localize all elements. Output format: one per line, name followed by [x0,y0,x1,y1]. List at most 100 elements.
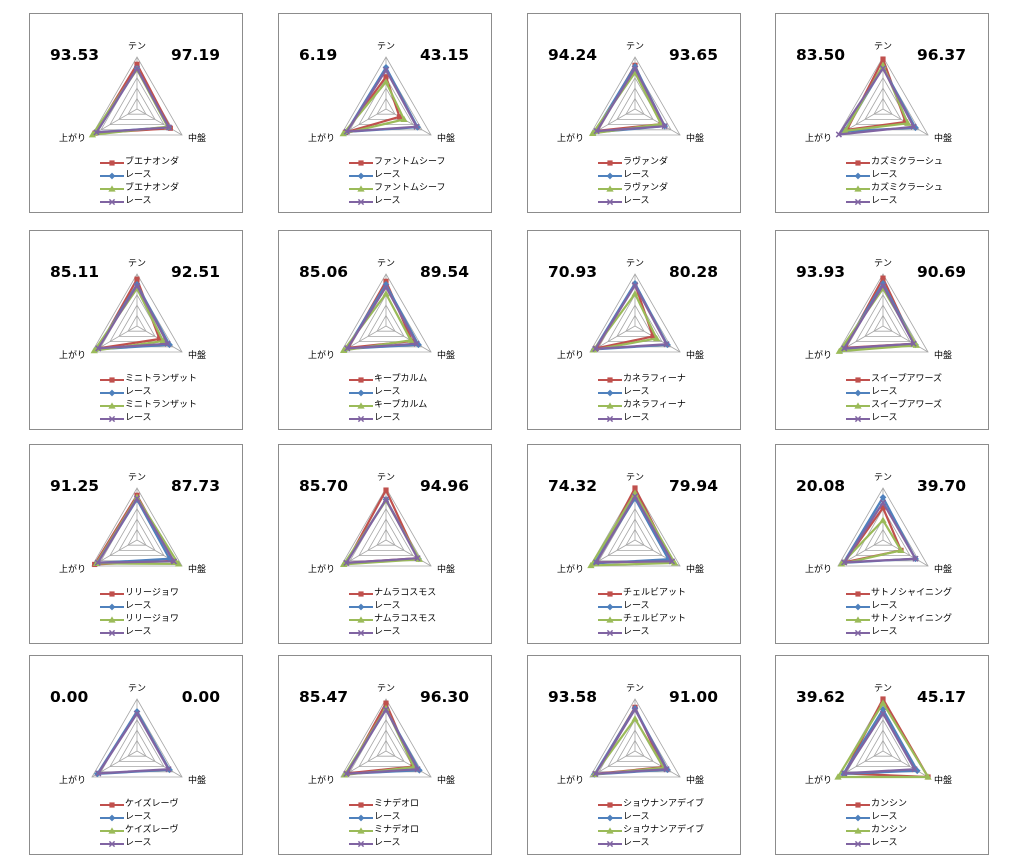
legend-label: レース [125,812,152,822]
radar-series [93,65,173,136]
legend-swatch [349,603,373,610]
legend-label: レース [871,413,898,423]
radar-data-point [911,766,918,773]
chart-legend: サトノシャイニング レース サトノシャイニング レース [845,587,952,639]
radar-gridline [616,304,654,337]
radar-data-point [382,64,390,71]
radar-axis-label: テン [128,41,146,52]
radar-axis-label: 中盤 [188,563,206,575]
legend-item: レース [597,169,668,182]
radar-gridline [367,729,405,762]
radar-axis-label: テン [626,41,644,52]
radar-data-point [879,279,887,287]
legend-swatch [598,603,622,610]
right-score: 43.15 [419,46,469,64]
radar-axis-label: テン [377,472,395,483]
radar-axis-label: テン [626,258,644,269]
legend-label: レース [374,627,401,637]
legend-item: ブエナオンダ [99,156,179,169]
radar-axis-label: テン [377,683,395,694]
radar-series [593,65,668,135]
legend-swatch [598,376,622,383]
legend-swatch [100,590,124,597]
radar-data-point [593,127,600,135]
legend-label: ケイズレーヴ [125,825,179,835]
legend-swatch [349,415,373,422]
radar-axis-label: 中盤 [188,132,206,144]
radar-data-point [880,275,886,281]
radar-axis-label: 上がり [59,349,86,361]
radar-chart-panel: テン 中盤 上がり 39.62 45.17 カンシン レース カンシン レース [775,655,989,855]
legend-item: レース [845,412,942,425]
legend-item: ミニトランザット [99,399,197,412]
radar-series-line [595,495,674,564]
legend-swatch [349,389,373,396]
radar-data-point [589,346,598,353]
legend-label: レース [871,812,898,822]
radar-data-point [382,496,390,503]
legend-item: レース [845,600,952,613]
radar-series-line [840,519,903,566]
left-score: 70.93 [548,263,598,281]
radar-series-line [345,498,419,564]
radar-data-point [159,337,167,344]
radar-data-point [133,710,141,717]
radar-axis-label: 上がり [805,563,832,575]
chart-legend: ミナデオロ レース ミナデオロ レース [348,798,419,850]
radar-series-line [344,498,420,565]
left-score: 39.62 [796,688,846,706]
radar-data-point [383,74,389,80]
radar-axis-label: 上がり [557,563,584,575]
radar-axis-line [634,108,681,136]
right-score: 89.54 [419,263,469,281]
radar-data-point [631,65,639,72]
legend-swatch [846,376,870,383]
legend-item: サトノシャイニング [845,587,952,600]
radar-gridline [625,739,645,757]
radar-data-point [835,347,843,354]
radar-gridline [873,314,893,332]
legend-item: ミナデオロ [348,824,419,837]
legend-label: レース [623,812,650,822]
left-score: 85.06 [299,263,349,281]
legend-label: ミニトランザット [125,374,198,384]
radar-data-point [413,340,420,347]
legend-swatch [349,401,373,409]
radar-series-line [342,80,406,135]
legend-swatch [598,415,622,422]
legend-item: ショウナンアデイブ [597,824,704,837]
right-score: 92.51 [170,263,220,281]
left-score: 93.58 [548,688,598,706]
radar-axis-label: テン [377,258,395,269]
radar-gridline [589,56,681,136]
radar-data-point [879,282,887,289]
radar-series [343,66,420,135]
radar-data-point [897,546,905,553]
radar-data-point [879,710,887,717]
radar-axis-line [385,108,432,136]
radar-gridline [376,97,396,115]
legend-swatch [349,590,373,597]
radar-chart-panel: テン 中盤 上がり 85.06 89.54 キープカルム レース キープカルム レース [278,230,492,430]
radar-gridline [340,56,432,136]
right-score: 87.73 [170,477,220,495]
radar-data-point [841,345,848,352]
legend-swatch [846,801,870,808]
radar-series-line [346,285,418,350]
radar-data-point [631,715,639,722]
radar-data-point [340,771,349,778]
radar-series [592,706,670,778]
radar-axis-line [385,750,432,778]
radar-axis-label: 上がり [59,132,86,144]
legend-item: レース [99,626,179,639]
radar-gridline [91,56,183,136]
right-score: 93.65 [668,46,718,64]
radar-axis-label: 上がり [59,563,86,575]
left-score: 94.24 [548,46,598,64]
radar-data-point [343,128,350,135]
